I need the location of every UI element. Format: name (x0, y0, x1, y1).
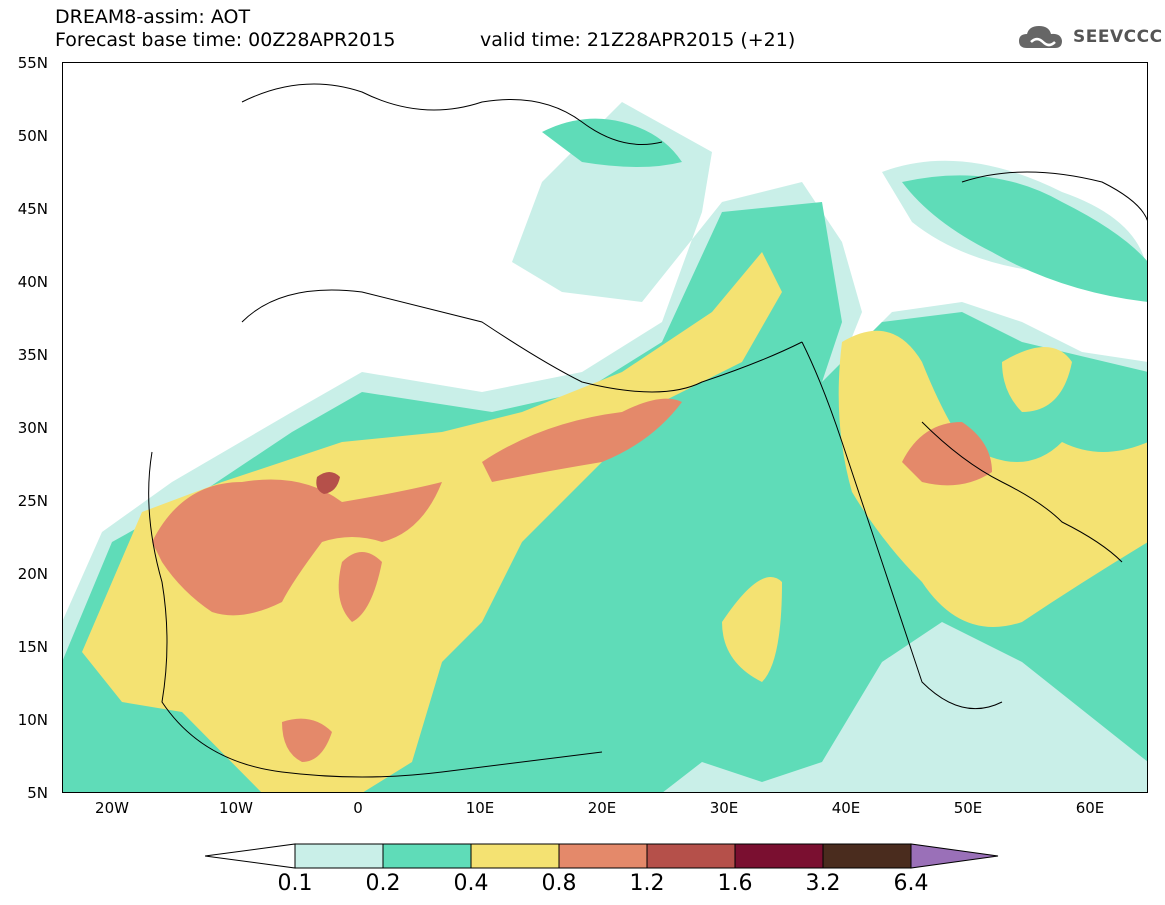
colorbar-swatch (558, 843, 648, 869)
colorbar-label: 0.8 (541, 871, 577, 896)
colorbar-label: 1.6 (717, 871, 753, 896)
lat-label: 45N (17, 200, 48, 218)
colorbar-under-triangle (205, 843, 296, 869)
map-border (62, 62, 1148, 793)
colorbar-swatch (734, 843, 824, 869)
lat-label: 30N (17, 419, 48, 437)
lat-label: 20N (17, 565, 48, 583)
colorbar (205, 843, 999, 869)
aot-map (62, 62, 1148, 793)
lat-label: 15N (17, 638, 48, 656)
logo-text: SEEVCCC (1073, 27, 1163, 47)
lon-label: 30E (709, 799, 739, 817)
colorbar-swatch (646, 843, 736, 869)
map-title: DREAM8-assim: AOT (55, 6, 251, 28)
aot-band-0.8 (152, 398, 992, 762)
valid-time: valid time: 21Z28APR2015 (+21) (480, 29, 796, 51)
lon-label: 60E (1075, 799, 1105, 817)
cloud-icon (1019, 26, 1062, 48)
lon-label: 50E (953, 799, 983, 817)
lat-label: 35N (17, 346, 48, 364)
seevccc-logo: SEEVCCC (1017, 22, 1163, 52)
lat-label: 40N (17, 273, 48, 291)
lon-label: 10W (219, 799, 253, 817)
forecast-base-time: Forecast base time: 00Z28APR2015 (55, 29, 396, 51)
colorbar-swatch (382, 843, 472, 869)
lon-label: 10E (465, 799, 495, 817)
lon-label: 20E (587, 799, 617, 817)
title-block: DREAM8-assim: AOT Forecast base time: 00… (55, 6, 396, 52)
colorbar-swatch (294, 843, 384, 869)
colorbar-label: 0.2 (365, 871, 401, 896)
colorbar-label: 6.4 (893, 871, 929, 896)
colorbar-over-triangle (910, 843, 999, 869)
lon-label: 0 (353, 799, 363, 817)
lat-label: 50N (17, 127, 48, 145)
colorbar-label: 0.1 (277, 871, 313, 896)
colorbar-swatch (822, 843, 912, 869)
aot-band-1.2 (316, 472, 340, 494)
lat-label: 55N (17, 54, 48, 72)
lat-label: 10N (17, 711, 48, 729)
colorbar-label: 1.2 (629, 871, 665, 896)
colorbar-label: 0.4 (453, 871, 489, 896)
lat-label: 5N (27, 784, 48, 802)
lat-label: 25N (17, 492, 48, 510)
lon-label: 40E (831, 799, 861, 817)
colorbar-swatch (470, 843, 560, 869)
colorbar-label: 3.2 (805, 871, 841, 896)
lon-label: 20W (95, 799, 129, 817)
coastlines (148, 83, 1148, 778)
